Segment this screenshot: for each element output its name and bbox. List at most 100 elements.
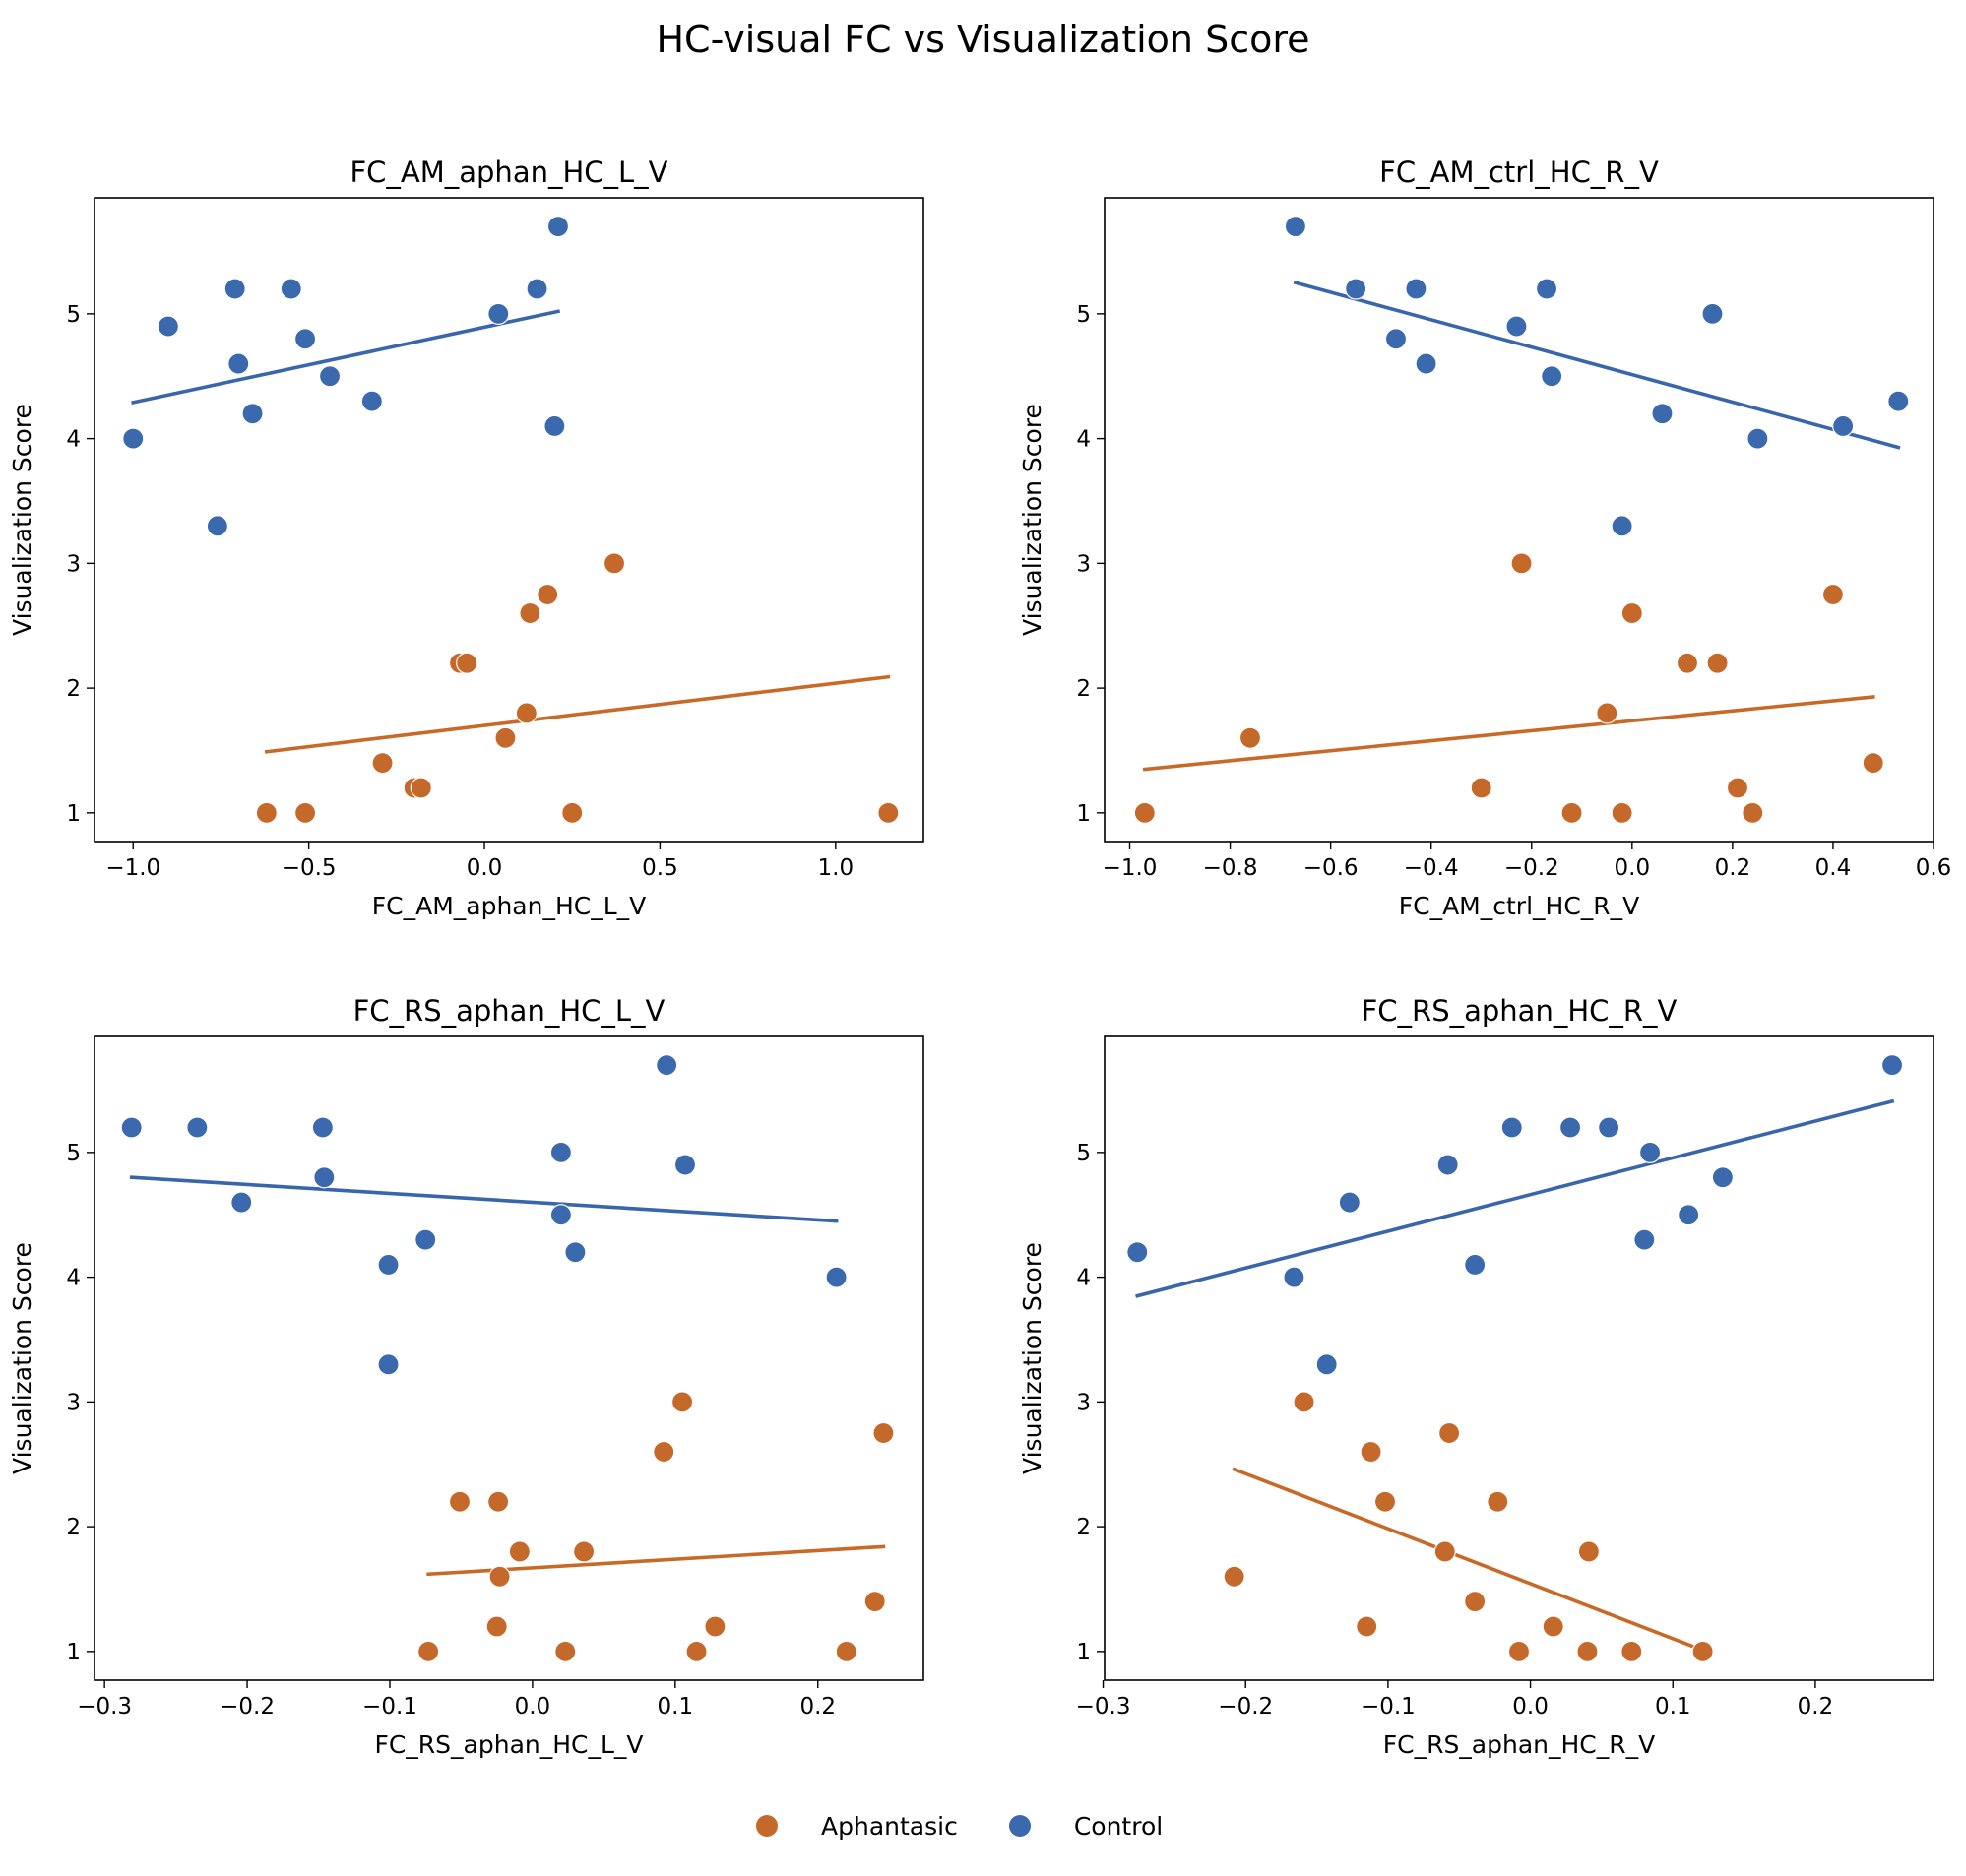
point-control bbox=[1464, 1253, 1487, 1277]
point-control bbox=[1558, 1116, 1582, 1139]
point-control bbox=[360, 390, 383, 412]
point-aphantasic bbox=[1620, 1640, 1643, 1662]
point-control bbox=[122, 427, 145, 450]
point-aphantasic bbox=[1223, 1565, 1245, 1588]
point-control bbox=[1126, 1241, 1149, 1264]
y-tick-label: 5 bbox=[66, 302, 81, 328]
legend-label-control: Control bbox=[1073, 1811, 1164, 1841]
x-axis-label: FC_AM_aphan_HC_L_V bbox=[372, 892, 647, 920]
point-control bbox=[318, 365, 342, 388]
point-control bbox=[1711, 1166, 1734, 1189]
point-control bbox=[1701, 302, 1724, 325]
y-axis-label: Visualization Score bbox=[8, 404, 36, 636]
y-axis-label: Visualization Score bbox=[1018, 404, 1046, 636]
point-aphantasic bbox=[1510, 552, 1533, 575]
y-axis-label: Visualization Score bbox=[8, 1242, 36, 1474]
x-tick-label: −0.2 bbox=[1504, 855, 1559, 881]
point-aphantasic bbox=[371, 752, 394, 775]
point-control bbox=[1284, 216, 1307, 238]
point-aphantasic bbox=[670, 1391, 694, 1413]
y-tick-label: 4 bbox=[1076, 427, 1091, 453]
y-tick-label: 5 bbox=[66, 1141, 81, 1166]
point-control bbox=[1541, 365, 1563, 388]
point-control bbox=[1283, 1266, 1305, 1288]
point-control bbox=[1384, 328, 1408, 350]
point-aphantasic bbox=[1676, 652, 1699, 674]
y-tick-label: 1 bbox=[1076, 801, 1091, 827]
x-axis-label: FC_RS_aphan_HC_L_V bbox=[374, 1730, 643, 1759]
y-tick-label: 5 bbox=[1076, 302, 1091, 328]
y-tick-label: 3 bbox=[66, 1390, 81, 1415]
point-control bbox=[1315, 1353, 1338, 1376]
point-control bbox=[1678, 1204, 1700, 1226]
point-control bbox=[549, 1141, 572, 1163]
point-aphantasic bbox=[448, 1490, 472, 1513]
x-tick-label: 0.0 bbox=[1615, 855, 1651, 881]
point-control bbox=[549, 1204, 572, 1226]
point-aphantasic bbox=[494, 726, 517, 749]
subplot-1: −1.0 −0.5 0.0 0.5 1.0 1 2 3 4 5 FC_AM_aphan_HC_L_V… bbox=[8, 156, 924, 920]
point-aphantasic bbox=[602, 552, 626, 575]
point-control bbox=[1832, 414, 1855, 438]
point-aphantasic bbox=[554, 1640, 577, 1662]
x-tick-label: −0.2 bbox=[220, 1694, 275, 1720]
y-tick-label: 2 bbox=[66, 1515, 81, 1540]
point-aphantasic bbox=[872, 1421, 895, 1445]
x-tick-label: 0.4 bbox=[1815, 855, 1852, 881]
y-tick-label: 3 bbox=[1076, 1390, 1091, 1415]
x-tick-label: −0.6 bbox=[1303, 855, 1359, 881]
y-tick-label: 3 bbox=[66, 551, 81, 577]
point-control bbox=[546, 216, 570, 238]
point-control bbox=[1535, 278, 1558, 300]
subplot-3: −0.3 −0.2 −0.1 0.0 0.1 0.2 1 2 3 4 5 FC_RS_aphan_HC… bbox=[8, 994, 924, 1759]
point-aphantasic bbox=[1470, 777, 1492, 799]
point-aphantasic bbox=[255, 801, 278, 824]
point-aphantasic bbox=[1706, 652, 1729, 674]
fit-line-control bbox=[1293, 280, 1901, 450]
x-tick-label: 0.0 bbox=[1512, 1694, 1549, 1720]
point-control bbox=[311, 1116, 334, 1139]
point-control bbox=[673, 1154, 697, 1176]
x-tick-label: 0.2 bbox=[799, 1694, 836, 1720]
point-aphantasic bbox=[1464, 1591, 1487, 1613]
point-aphantasic bbox=[1576, 1640, 1599, 1662]
point-control bbox=[487, 302, 510, 325]
point-aphantasic bbox=[685, 1640, 708, 1662]
subplot-title: FC_RS_aphan_HC_R_V bbox=[1362, 994, 1678, 1028]
x-tick-label: −0.1 bbox=[1361, 1694, 1416, 1720]
point-control bbox=[293, 328, 317, 350]
point-control bbox=[656, 1054, 678, 1077]
point-control bbox=[206, 515, 228, 537]
point-aphantasic bbox=[487, 1490, 510, 1513]
point-aphantasic bbox=[515, 702, 538, 724]
point-aphantasic bbox=[1862, 752, 1884, 775]
point-aphantasic bbox=[293, 801, 317, 824]
point-aphantasic bbox=[653, 1440, 675, 1464]
point-control bbox=[1500, 1116, 1523, 1139]
point-aphantasic bbox=[1133, 801, 1156, 824]
point-aphantasic bbox=[1293, 1391, 1315, 1413]
point-control bbox=[1638, 1141, 1662, 1163]
y-tick-label: 1 bbox=[66, 801, 81, 827]
x-tick-label: −0.5 bbox=[282, 855, 337, 881]
x-tick-label: −0.1 bbox=[362, 1694, 417, 1720]
point-control bbox=[1598, 1116, 1620, 1139]
point-aphantasic bbox=[1560, 801, 1583, 824]
point-control bbox=[120, 1116, 143, 1139]
point-aphantasic bbox=[835, 1640, 857, 1662]
point-control bbox=[1405, 278, 1427, 300]
fit-line-aphantasic bbox=[1232, 1467, 1705, 1653]
point-aphantasic bbox=[1487, 1490, 1509, 1513]
point-aphantasic bbox=[1542, 1615, 1564, 1638]
axes-frame bbox=[94, 1035, 924, 1681]
point-aphantasic bbox=[410, 777, 432, 799]
point-aphantasic bbox=[1373, 1490, 1397, 1513]
point-aphantasic bbox=[1726, 777, 1749, 799]
point-control bbox=[825, 1266, 848, 1288]
y-tick-label: 1 bbox=[1076, 1640, 1091, 1665]
point-control bbox=[227, 352, 250, 375]
point-control bbox=[1415, 352, 1437, 375]
point-aphantasic bbox=[1238, 726, 1262, 749]
x-tick-label: 0.0 bbox=[467, 855, 503, 881]
x-tick-label: 0.2 bbox=[1798, 1694, 1834, 1720]
